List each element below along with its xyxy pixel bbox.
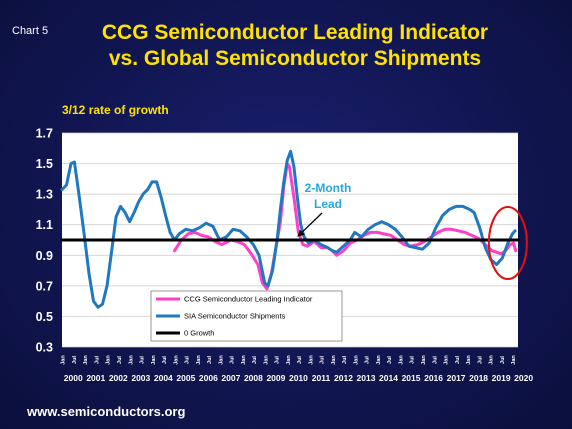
x-month-label: Jan <box>489 355 495 365</box>
y-tick-label: 0.3 <box>36 341 53 355</box>
x-year-label: 2019 <box>492 373 511 383</box>
x-month-label: Jul <box>275 356 281 364</box>
chart-number-label: Chart 5 <box>12 25 49 37</box>
x-month-label: Jan <box>83 355 89 365</box>
x-month-label: Jul <box>72 356 78 364</box>
footer-url: www.semiconductors.org <box>27 404 186 419</box>
x-month-label: Jan <box>331 355 337 365</box>
x-year-label: 2016 <box>424 373 443 383</box>
grid-layer <box>62 132 518 348</box>
legend-label-sia: SIA Semiconductor Shipments <box>184 312 286 321</box>
y-tick-label: 0.5 <box>36 310 53 324</box>
x-month-label: Jul <box>477 356 483 364</box>
x-year-label: 2011 <box>312 373 331 383</box>
x-year-label: 2006 <box>199 373 218 383</box>
y-tick-label: 1.7 <box>36 127 53 141</box>
x-month-label: Jul <box>94 356 100 364</box>
chart-title-line2: vs. Global Semiconductor Shipments <box>108 47 482 70</box>
x-month-label: Jul <box>207 356 213 364</box>
x-month-label: Jan <box>263 355 269 365</box>
y-tick-label: 1.5 <box>36 157 53 171</box>
x-month-label: Jul <box>387 356 393 364</box>
x-month-label: Jul <box>297 356 303 364</box>
legend: CCG Semiconductor Leading Indicator SIA … <box>150 290 343 342</box>
x-month-label: Jul <box>140 356 146 364</box>
y-axis-label: 3/12 rate of growth <box>62 103 169 117</box>
x-tick-layer: 2000 Jan Jul 2001 Jan Jul 2002 Jan Jul 2003 Jan Jul… <box>61 355 534 383</box>
x-month-label: Jan <box>173 355 179 365</box>
x-month-label: Jan <box>444 355 450 365</box>
annotation-text-line2: Lead <box>314 197 342 211</box>
annotation-arrow <box>300 212 323 234</box>
x-year-label: 2008 <box>244 373 263 383</box>
x-year-label: 2018 <box>469 373 488 383</box>
x-year-label: 2005 <box>176 373 195 383</box>
x-month-label: Jan <box>353 355 359 365</box>
legend-box <box>150 290 343 342</box>
x-year-label: 2012 <box>334 373 353 383</box>
chart-title-line1: CCG Semiconductor Leading Indicator <box>101 21 489 44</box>
x-month-label: Jan <box>196 355 202 365</box>
x-month-label: Jan <box>61 355 67 365</box>
y-tick-label: 0.7 <box>36 279 53 293</box>
x-year-label: 2003 <box>131 373 150 383</box>
x-month-label: Jul <box>320 356 326 364</box>
x-month-label: Jan <box>286 355 292 365</box>
x-month-label: Jan <box>218 355 224 365</box>
x-month-label: Jul <box>342 356 348 364</box>
x-month-label: Jul <box>230 356 236 364</box>
x-year-label: 2014 <box>379 373 398 383</box>
series-line-ccg <box>173 162 518 291</box>
x-month-label: Jul <box>252 356 258 364</box>
x-month-label: Jul <box>432 356 438 364</box>
x-month-label: Jul <box>117 356 123 364</box>
y-tick-label: 1.1 <box>36 218 53 232</box>
x-year-label: 2000 <box>64 373 83 383</box>
x-month-label: Jan <box>128 355 134 365</box>
x-month-label: Jul <box>185 356 191 364</box>
x-year-label: 2004 <box>154 373 173 383</box>
x-year-label: 2007 <box>221 373 240 383</box>
x-month-label: Jan <box>376 355 382 365</box>
x-month-label: Jul <box>410 356 416 364</box>
series-layer <box>60 149 520 309</box>
x-month-label: Jan <box>308 355 314 365</box>
x-month-label: Jul <box>365 356 371 364</box>
x-year-label: 2013 <box>357 373 376 383</box>
x-month-label: Jul <box>455 356 461 364</box>
x-year-label: 2017 <box>447 373 466 383</box>
x-year-label: 2002 <box>109 373 128 383</box>
x-year-label: 2009 <box>266 373 285 383</box>
lead-annotation: 2-Month Lead <box>297 181 351 237</box>
x-year-label: 2010 <box>289 373 308 383</box>
x-month-label: Jul <box>162 356 168 364</box>
legend-label-ccg: CCG Semiconductor Leading Indicator <box>184 295 313 304</box>
legend-label-zero: 0 Growth <box>184 329 214 338</box>
annotation-arrowhead <box>297 229 305 237</box>
x-month-label: Jan <box>241 355 247 365</box>
x-year-label: 2015 <box>402 373 421 383</box>
x-year-label: 2001 <box>86 373 105 383</box>
highlight-circle <box>487 206 528 281</box>
x-month-label: Jan <box>106 355 112 365</box>
x-month-label: Jan <box>466 355 472 365</box>
x-month-label: Jan <box>151 355 157 365</box>
x-month-label: Jan <box>421 355 427 365</box>
x-year-label: 2020 <box>514 373 533 383</box>
x-month-label: Jan <box>511 355 517 365</box>
y-tick-label: 1.3 <box>36 188 53 202</box>
series-line-sia <box>60 149 517 309</box>
y-tick-layer: 1.7 1.5 1.3 1.1 0.9 0.7 0.5 0.3 <box>36 127 53 355</box>
y-tick-label: 0.9 <box>36 249 53 263</box>
annotation-text-line1: 2-Month <box>305 181 352 195</box>
x-month-label: Jul <box>500 356 506 364</box>
x-month-label: Jan <box>398 355 404 365</box>
